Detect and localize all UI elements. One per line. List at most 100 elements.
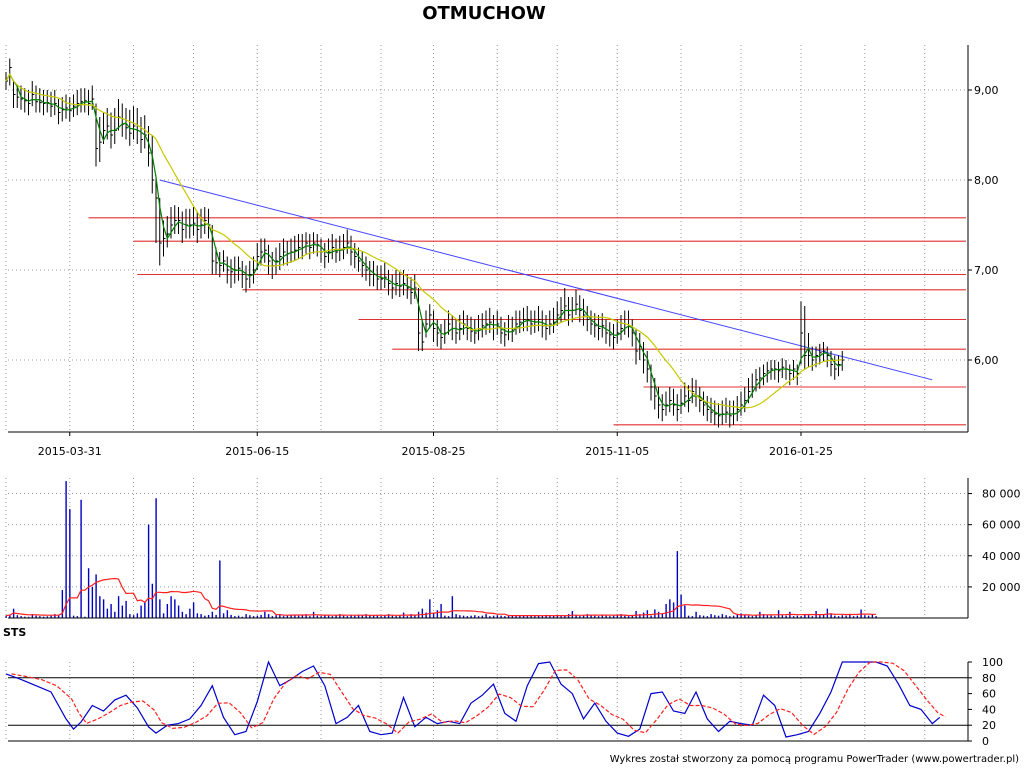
volume-bar xyxy=(665,604,667,618)
volume-bar xyxy=(537,615,540,618)
volume-bar xyxy=(72,615,75,618)
sts-y-tick-label: 0 xyxy=(982,735,989,748)
price-bar xyxy=(811,346,815,371)
price-bar xyxy=(568,297,571,326)
volume-bar xyxy=(245,614,247,618)
x-tick-label: 2015-11-05 xyxy=(585,445,649,458)
price-bar xyxy=(673,388,676,416)
volume-bar xyxy=(684,605,686,618)
volume-bar xyxy=(492,615,495,618)
volume-bar xyxy=(695,611,697,618)
volume-bar xyxy=(774,616,776,618)
volume-grid xyxy=(5,478,968,618)
price-bar xyxy=(193,207,196,236)
volume-bar xyxy=(834,615,836,618)
volume-bar xyxy=(117,596,120,618)
volume-bar xyxy=(204,615,206,618)
volume-bar xyxy=(376,615,379,618)
volume-moving-average xyxy=(5,577,876,617)
x-tick-label: 2015-06-15 xyxy=(225,445,289,458)
volume-bar xyxy=(429,599,431,618)
volume-bar xyxy=(84,616,86,618)
price-bar xyxy=(538,306,541,332)
price-ma-line-0 xyxy=(5,72,843,416)
price-bar xyxy=(545,315,548,341)
volume-bar xyxy=(339,614,341,618)
volume-bar xyxy=(871,614,874,618)
price-y-tick-label: 9,00 xyxy=(974,84,999,97)
price-bar xyxy=(324,243,327,269)
volume-bar xyxy=(781,615,784,618)
volume-bar xyxy=(16,615,19,618)
price-bar xyxy=(31,81,35,107)
volume-bar xyxy=(80,499,82,618)
volume-bar xyxy=(267,614,270,618)
volume-bar xyxy=(189,608,191,618)
volume-bar xyxy=(489,616,491,618)
price-bar xyxy=(620,315,623,341)
volume-bar xyxy=(50,615,52,618)
price-bar xyxy=(395,270,398,296)
volume-bar xyxy=(282,616,285,618)
volume-bar xyxy=(852,616,855,618)
volume-y-tick-label: 60 000 xyxy=(982,519,1021,532)
volume-bar xyxy=(159,599,161,618)
price-bar xyxy=(88,90,91,116)
volume-bar xyxy=(219,560,221,618)
price-bar xyxy=(406,274,410,299)
price-bar xyxy=(586,306,590,332)
volume-panel: 20 000 40 000 60 000 80 000 xyxy=(5,478,1021,619)
volume-bar xyxy=(357,614,360,618)
volume-bar xyxy=(597,616,600,618)
sts-line-0 xyxy=(5,660,941,738)
volume-bar xyxy=(766,615,769,618)
price-bar xyxy=(654,378,657,410)
volume-bar xyxy=(61,590,64,618)
price-bar xyxy=(736,396,740,422)
volume-bar xyxy=(710,614,712,618)
price-bar xyxy=(260,238,263,266)
volume-bar xyxy=(106,608,109,618)
volume-bar xyxy=(691,616,694,618)
price-bar xyxy=(624,310,627,335)
price-bar xyxy=(808,333,811,368)
price-bar xyxy=(699,387,702,413)
volume-bar xyxy=(309,616,311,618)
price-bar xyxy=(549,310,552,335)
volume-bar xyxy=(95,574,97,618)
price-bar xyxy=(46,90,50,113)
volume-bar xyxy=(436,610,439,618)
price-bar xyxy=(264,238,267,263)
price-bar xyxy=(358,247,361,272)
volume-bar xyxy=(511,615,514,618)
volume-bar xyxy=(35,615,37,618)
volume-bar xyxy=(102,599,105,618)
volume-bar xyxy=(699,615,701,618)
price-bar xyxy=(714,400,717,425)
price-bar xyxy=(343,234,346,260)
volume-bar xyxy=(316,615,319,618)
sts-grid xyxy=(5,662,968,741)
volume-bar xyxy=(676,551,679,618)
price-bar xyxy=(605,319,608,344)
price-bar xyxy=(91,85,95,110)
volume-bar xyxy=(826,608,829,618)
volume-bar xyxy=(76,616,79,618)
price-bar xyxy=(16,85,20,108)
x-tick-label: 2015-03-31 xyxy=(38,445,102,458)
price-bar xyxy=(181,211,185,243)
volume-bar xyxy=(462,615,465,618)
volume-bar xyxy=(631,615,634,618)
price-bar xyxy=(635,328,638,365)
price-bar xyxy=(781,358,785,378)
price-bar xyxy=(680,388,683,414)
price-bar xyxy=(238,256,241,281)
price-bar xyxy=(391,274,395,299)
volume-bar xyxy=(481,615,484,618)
price-bar xyxy=(365,256,368,281)
price-bar xyxy=(740,391,743,416)
price-bar xyxy=(650,364,653,401)
price-bar xyxy=(290,238,293,263)
price-bar xyxy=(399,271,402,297)
price-bar xyxy=(58,99,61,125)
